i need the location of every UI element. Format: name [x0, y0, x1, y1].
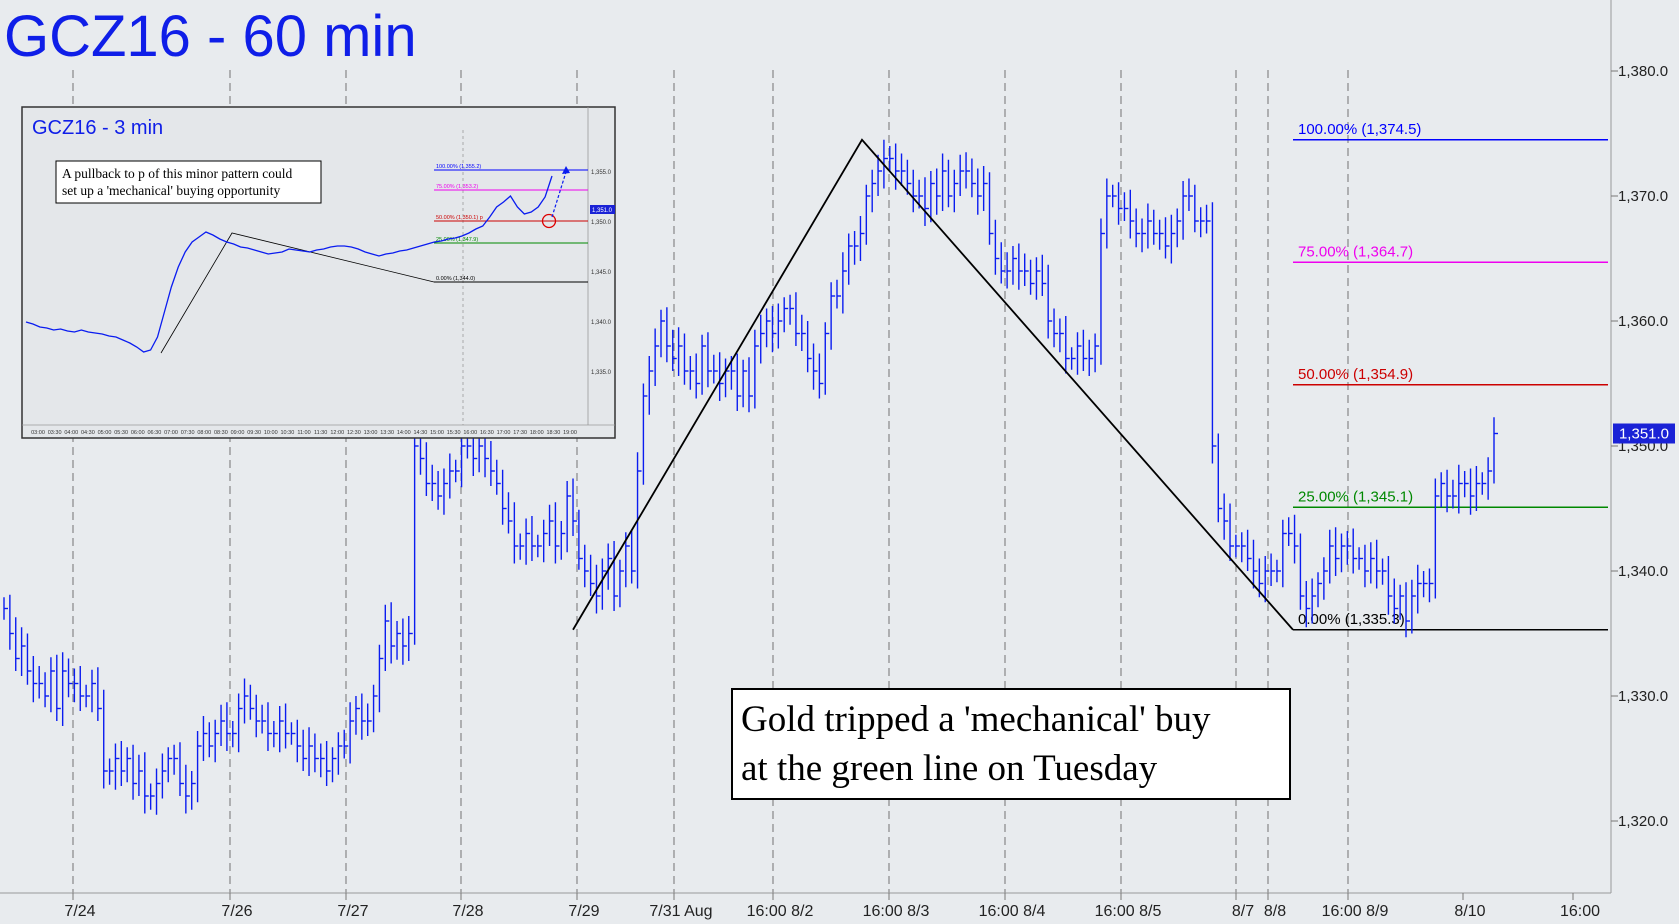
x-tick-label: 8/8: [1264, 903, 1286, 920]
inset-fib-label: 50.00% (1,350.1) p: [436, 215, 483, 221]
inset-y-tick-label: 1,345.0: [591, 270, 612, 276]
last-price-tag: 1,351.0: [1613, 423, 1675, 444]
inset-x-tick-label: 04:00: [64, 430, 78, 436]
fib-level-label: 0.00% (1,335.3): [1298, 611, 1405, 628]
inset-x-tick-label: 17:00: [497, 430, 511, 436]
x-tick-label: 16:00 8/4: [979, 903, 1046, 920]
inset-x-tick-label: 12:30: [347, 430, 361, 436]
y-tick-label: 1,320.0: [1618, 813, 1668, 830]
inset-y-tick-label: 1,355.0: [591, 170, 612, 176]
inset-x-tick-label: 06:00: [131, 430, 145, 436]
x-tick-label: 7/28: [452, 903, 483, 920]
inset-price-axis: 1,335.0 1,340.0 1,345.0 1,350.0 1,355.0: [591, 170, 612, 376]
inset-x-tick-label: 15:00: [430, 430, 444, 436]
price-bars: [3, 139, 1498, 815]
inset-x-tick-label: 14:00: [397, 430, 411, 436]
inset-x-tick-label: 06:30: [147, 430, 161, 436]
inset-title: GCZ16 - 3 min: [32, 117, 163, 139]
y-tick-label: 1,380.0: [1618, 63, 1668, 80]
inset-x-tick-label: 08:30: [214, 430, 228, 436]
inset-fib-levels: 100.00% (1,355.2) 75.00% (1,353.2) 50.00% …: [434, 164, 588, 283]
inset-x-tick-label: 07:30: [181, 430, 195, 436]
inset-time-axis: 03:00 03:30 04:00 04:30 05:00 05:30 06:00 06:30…: [31, 430, 577, 436]
inset-x-tick-label: 14:30: [413, 430, 427, 436]
inset-x-tick-label: 03:30: [48, 430, 62, 436]
x-tick-label: 7/24: [64, 903, 95, 920]
inset-pattern-line: [160, 232, 435, 354]
x-tick-label: 8/7: [1232, 903, 1254, 920]
annotation-line-1: Gold tripped a 'mechanical' buy: [741, 699, 1211, 740]
fib-level-label: 100.00% (1,374.5): [1298, 121, 1421, 138]
pattern-lines: [572, 138, 1294, 631]
inset-x-tick-label: 13:00: [364, 430, 378, 436]
inset-note-line-2: set up a 'mechanical' buying opportunity: [62, 183, 280, 198]
x-tick-label: 16:00 8/5: [1095, 903, 1162, 920]
inset-x-tick-label: 08:00: [197, 430, 211, 436]
inset-x-tick-label: 05:00: [98, 430, 112, 436]
inset-target-circle: [541, 213, 557, 229]
inset-y-tick-label: 1,350.0: [591, 220, 612, 226]
inset-x-tick-label: 15:30: [447, 430, 461, 436]
inset-x-tick-label: 09:00: [231, 430, 245, 436]
inset-x-tick-label: 11:30: [314, 430, 327, 436]
inset-arrow-head: [562, 166, 570, 174]
inset-x-tick-label: 05:30: [114, 430, 128, 436]
inset-y-tick-label: 1,335.0: [591, 370, 612, 376]
inset-chart: GCZ16 - 3 min A pullback to p of this mi…: [21, 106, 616, 439]
annotation-box: Gold tripped a 'mechanical' buy at the g…: [731, 688, 1291, 800]
chart-title: GCZ16 - 60 min: [4, 4, 417, 69]
x-tick-label: 16:00 8/9: [1322, 903, 1389, 920]
inset-last-price-label: 1,351.0: [592, 208, 613, 214]
inset-projection-arrow: [551, 171, 567, 218]
x-tick-label: 16:00 8/2: [747, 903, 814, 920]
x-tick-label: 16:00: [1560, 903, 1600, 920]
fib-level-label: 25.00% (1,345.1): [1298, 488, 1413, 505]
inset-y-tick-label: 1,340.0: [591, 320, 612, 326]
inset-last-price-tag: 1,351.0: [590, 205, 615, 214]
inset-x-tick-label: 13:30: [380, 430, 394, 436]
annotation-line-2: at the green line on Tuesday: [741, 748, 1158, 789]
y-tick-label: 1,360.0: [1618, 313, 1668, 330]
y-tick-label: 1,340.0: [1618, 563, 1668, 580]
inset-note-line-1: A pullback to p of this minor pattern co…: [62, 166, 292, 181]
abc-pattern-line: [572, 138, 1294, 631]
inset-pattern-lines: [160, 166, 570, 354]
x-tick-label: 7/27: [337, 903, 368, 920]
inset-price-line: [25, 175, 553, 353]
inset-x-tick-label: 10:00: [264, 430, 278, 436]
inset-x-tick-label: 19:00: [563, 430, 577, 436]
inset-x-tick-label: 04:30: [81, 430, 95, 436]
inset-x-tick-label: 10:30: [280, 430, 294, 436]
inset-fib-label: 75.00% (1,353.2): [436, 184, 478, 190]
inset-x-tick-label: 07:00: [164, 430, 178, 436]
x-tick-label: 16:00 8/3: [863, 903, 930, 920]
inset-fib-label: 0.00% (1,344.0): [436, 276, 475, 282]
inset-x-tick-label: 16:30: [480, 430, 494, 436]
inset-x-tick-label: 18:30: [546, 430, 560, 436]
inset-x-tick-label: 03:00: [31, 430, 45, 436]
x-tick-label: 7/29: [568, 903, 599, 920]
inset-fib-label: 100.00% (1,355.2): [436, 164, 481, 170]
x-tick-label: 7/26: [221, 903, 252, 920]
y-tick-label: 1,370.0: [1618, 188, 1668, 205]
last-price-label: 1,351.0: [1619, 426, 1669, 443]
inset-fib-label: 25.00% (1,347.9): [436, 237, 478, 243]
inset-x-tick-label: 11:00: [297, 430, 310, 436]
y-tick-label: 1,330.0: [1618, 688, 1668, 705]
inset-x-tick-label: 12:00: [330, 430, 344, 436]
fib-level-label: 75.00% (1,364.7): [1298, 243, 1413, 260]
inset-series-line: [25, 175, 553, 353]
inset-x-tick-label: 16:00: [463, 430, 477, 436]
x-tick-label: 7/31 Aug: [649, 903, 712, 920]
inset-x-tick-label: 09:30: [247, 430, 261, 436]
time-axis: 7/24 7/26 7/27 7/28 7/29 7/31 Aug 16:00 8/2 16:…: [64, 893, 1600, 920]
inset-x-tick-label: 17:30: [513, 430, 527, 436]
fib-level-label: 50.00% (1,354.9): [1298, 366, 1413, 383]
x-tick-label: 8/10: [1454, 903, 1485, 920]
fibonacci-levels: 100.00% (1,374.5) 75.00% (1,364.7) 50.00% …: [1293, 121, 1608, 631]
inset-x-tick-label: 18:00: [530, 430, 544, 436]
